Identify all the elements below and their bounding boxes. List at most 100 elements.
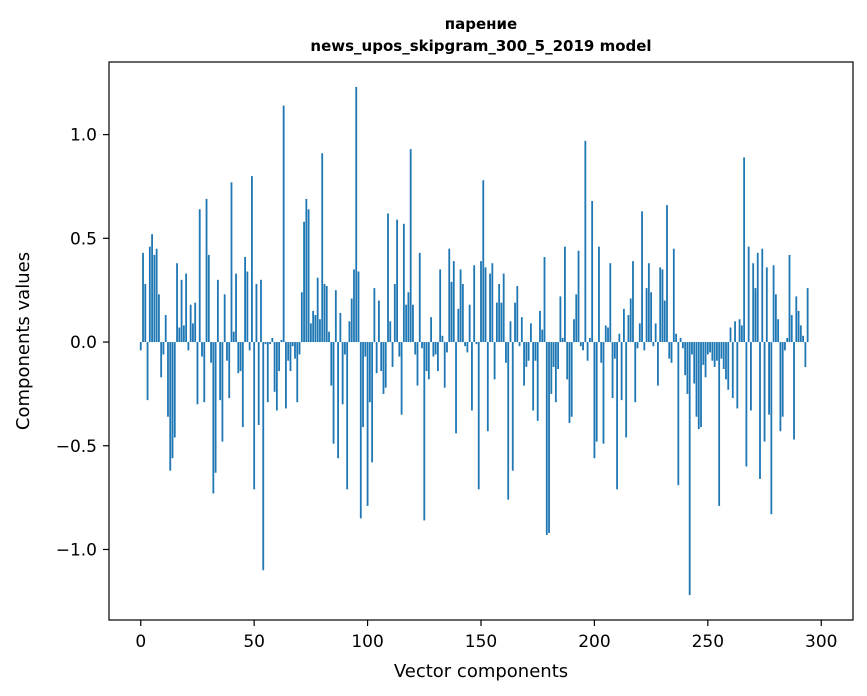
bar [443, 342, 446, 388]
bar [477, 342, 480, 490]
bar [257, 342, 260, 426]
bar [185, 273, 188, 343]
bar [437, 342, 439, 372]
bar [575, 294, 578, 343]
bar [784, 342, 786, 351]
bar [620, 342, 623, 401]
bar [677, 342, 680, 486]
bar [192, 323, 194, 343]
bar [144, 283, 147, 343]
bar [457, 308, 460, 343]
bar [611, 342, 614, 399]
bar [573, 319, 575, 343]
bar [489, 273, 491, 343]
bar [629, 298, 632, 343]
bar [770, 342, 773, 515]
bar [405, 304, 408, 343]
bar [389, 321, 392, 343]
bar [364, 342, 367, 357]
bar [763, 342, 766, 442]
bar [604, 325, 607, 343]
bar [511, 342, 514, 471]
bar [244, 256, 246, 343]
bar [321, 153, 324, 343]
bar [330, 342, 333, 386]
bar [207, 254, 210, 343]
bar [291, 342, 294, 347]
bar [525, 342, 528, 367]
bar [421, 342, 423, 349]
bar [722, 342, 725, 370]
bar [391, 342, 394, 367]
bar [534, 342, 537, 361]
bar [566, 342, 569, 380]
y-tick-label: −0.5 [56, 437, 97, 457]
bar [740, 325, 743, 343]
bar [158, 294, 160, 343]
bar [262, 342, 265, 571]
bar [554, 342, 557, 403]
bar [486, 342, 489, 432]
bar [416, 342, 419, 386]
plot-frame [108, 61, 854, 621]
bar [666, 205, 668, 343]
bar [595, 342, 598, 442]
bar [688, 342, 691, 596]
bar [659, 267, 662, 343]
bar [328, 331, 330, 343]
bar [173, 342, 176, 438]
bar [187, 342, 190, 351]
bar [303, 221, 305, 343]
bar [588, 337, 591, 343]
bar [221, 342, 224, 442]
bar [734, 321, 736, 343]
bar [228, 342, 231, 399]
bar [702, 342, 705, 365]
bar [459, 269, 462, 343]
x-tick-label: 300 [805, 632, 837, 652]
bar [260, 279, 262, 343]
bar [507, 342, 510, 500]
bar [176, 263, 178, 343]
bar [786, 337, 789, 343]
bar [430, 317, 432, 343]
bar [332, 342, 335, 444]
bar [471, 342, 473, 411]
bar [427, 342, 430, 380]
bar [353, 269, 355, 343]
bar [745, 342, 748, 467]
bar [679, 337, 682, 343]
bar [788, 254, 791, 343]
bar [691, 342, 693, 355]
bar [434, 342, 437, 355]
bar [609, 263, 612, 343]
bar [248, 342, 251, 351]
bar [201, 342, 203, 357]
bar [643, 342, 646, 351]
bar [804, 342, 807, 367]
bar [307, 209, 310, 343]
bar [579, 342, 582, 347]
bar [545, 342, 548, 535]
bar [625, 342, 628, 438]
bar [271, 337, 274, 343]
bar [693, 342, 696, 384]
bar [402, 223, 405, 343]
bar [536, 342, 539, 421]
bar [668, 342, 671, 359]
bar [793, 342, 795, 440]
bar [448, 248, 451, 343]
bar [516, 286, 519, 343]
bar [570, 342, 573, 417]
bar [450, 281, 453, 343]
bar [530, 323, 532, 343]
bar [672, 248, 675, 343]
bar [432, 342, 435, 357]
bar [661, 269, 664, 343]
bar [289, 342, 292, 372]
bar [246, 271, 249, 343]
bar [618, 333, 621, 343]
bar [393, 283, 396, 343]
bar [155, 248, 158, 343]
